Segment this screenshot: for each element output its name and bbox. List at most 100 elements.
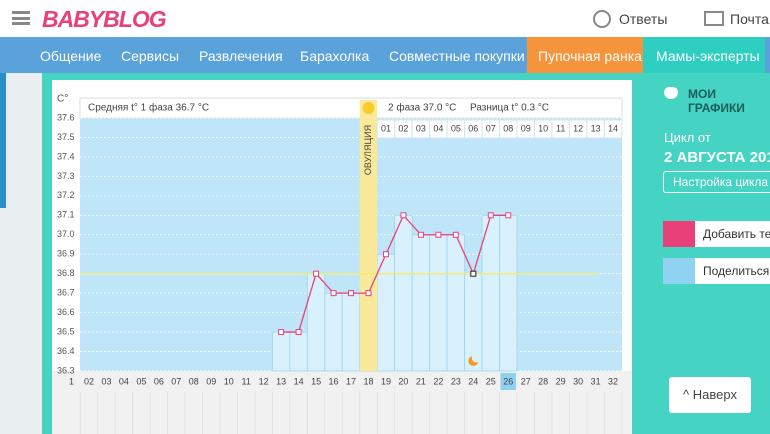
settings-button[interactable]: Настройка цикла	[663, 171, 770, 193]
bar	[289, 331, 308, 372]
nav: Общение Сервисы Развлечения Барахолка Со…	[0, 37, 770, 73]
y-tick-label: 37.4	[57, 151, 75, 161]
phase2-day: 03	[416, 123, 426, 133]
x-tick-label: 25	[486, 376, 496, 386]
x-tick-label: 07	[171, 376, 181, 386]
phase2-day: 08	[503, 123, 513, 133]
ovulation-band	[359, 100, 378, 371]
bar	[499, 214, 518, 372]
point	[417, 231, 424, 238]
x-tick-label: 30	[573, 376, 583, 386]
point	[330, 290, 337, 297]
cycle-label: Цикл от	[664, 130, 711, 145]
bar	[376, 253, 396, 372]
nav-item[interactable]: Совместные покупки	[389, 48, 525, 64]
x-tick-label: 29	[556, 376, 566, 386]
add-label: Добавить те	[703, 227, 770, 241]
phase2-day: 10	[538, 123, 548, 133]
sun-icon	[362, 102, 375, 114]
phase-header	[79, 97, 623, 119]
phase2-day: 09	[521, 123, 531, 133]
phase2-day: 04	[433, 123, 443, 133]
phase2-day: 07	[486, 123, 496, 133]
phase2-cell	[603, 119, 623, 139]
answers-icon	[593, 10, 611, 28]
nav-item[interactable]: Сервисы	[121, 48, 180, 64]
phase2-day: 01	[381, 123, 391, 133]
phase2-day: 05	[451, 123, 461, 133]
menu-icon[interactable]	[12, 11, 30, 25]
point	[382, 251, 389, 258]
x-tick-label: 08	[189, 376, 199, 386]
top-bar: BABYBLOG Ответы Почта	[0, 0, 770, 37]
y-tick-label: 36.7	[57, 288, 75, 298]
phase2-day: 11	[556, 123, 565, 133]
phase2-day: 06	[468, 123, 478, 133]
nav-highlight	[527, 37, 643, 73]
phase2-day: 02	[398, 123, 408, 133]
difference-label: Разница t° 0.3 °C	[470, 103, 549, 114]
point	[295, 329, 302, 336]
y-tick-label: 36.5	[57, 326, 75, 336]
nav-item[interactable]: Общение	[40, 48, 102, 64]
x-tick-label: 15	[311, 376, 321, 386]
share-label: Поделиться	[703, 264, 770, 278]
bar	[411, 234, 431, 372]
x-tick-label: 14	[294, 376, 304, 386]
phase1-label: Средняя t° 1 фаза 36.7 °C	[88, 102, 209, 114]
point	[487, 212, 494, 219]
x-tick-label: 19	[381, 376, 391, 386]
y-tick-label: 36.4	[57, 346, 75, 356]
point	[365, 290, 372, 297]
logo[interactable]: BABYBLOG	[42, 6, 167, 32]
x-tick-label: 06	[154, 376, 164, 386]
sidebar: МОИ ГРАФИКИ Цикл от 2 АВГУСТА 201 Настро…	[640, 73, 770, 434]
answers-link[interactable]: Ответы	[619, 11, 668, 27]
x-tick-label: 03	[101, 376, 111, 386]
nav-item[interactable]: Пупочная ранка	[538, 48, 642, 64]
x-tick-label: 31	[591, 376, 601, 386]
bar	[429, 234, 448, 372]
left-edge	[0, 73, 6, 208]
x-tick-label: 12	[259, 376, 269, 386]
x-tick-label: 26	[503, 376, 513, 386]
x-tick-label: 28	[538, 376, 548, 386]
add-button[interactable]: Добавить те	[663, 221, 770, 247]
x-tick-label: 02	[84, 376, 94, 386]
x-tick-label: 27	[521, 376, 531, 386]
x-tick-label: 13	[276, 376, 286, 386]
cycle-date: 2 АВГУСТА 201	[664, 149, 770, 166]
x-tick-label: 17	[346, 376, 356, 386]
point	[505, 212, 512, 219]
bar	[272, 331, 291, 372]
y-tick-label: 37.1	[57, 210, 75, 220]
x-tick-label: 1	[69, 376, 74, 386]
x-tick-label: 20	[398, 376, 408, 386]
x-tick-label: 11	[242, 376, 251, 386]
nav-item[interactable]: Развлечения	[199, 48, 283, 64]
heart-icon	[664, 87, 678, 99]
mail-link[interactable]: Почта	[730, 11, 769, 27]
x-tick-label: 24	[468, 376, 478, 386]
y-tick-label: 37.6	[57, 112, 75, 122]
phase2-day: 13	[591, 123, 601, 133]
point	[452, 231, 459, 238]
y-tick-label: 36.8	[57, 268, 75, 278]
y-tick-label: 36.3	[57, 365, 75, 375]
nav-item[interactable]: Мамы-эксперты	[656, 48, 760, 64]
phase2-day: 12	[573, 123, 583, 133]
moon-cut	[471, 353, 481, 363]
sidebar-title[interactable]: МОИ ГРАФИКИ	[688, 87, 745, 115]
y-tick-label: 36.6	[57, 307, 75, 317]
x-tick-label: 05	[136, 376, 146, 386]
x-tick-label: 21	[416, 376, 426, 386]
nav-item[interactable]: Барахолка	[300, 48, 370, 64]
up-button[interactable]: ^ Наверх	[669, 377, 751, 413]
bar	[341, 292, 361, 372]
up-label: Наверх	[692, 387, 737, 402]
share-button[interactable]: Поделиться	[663, 258, 770, 284]
x-tick-label: 10	[224, 376, 234, 386]
bar	[394, 214, 413, 372]
